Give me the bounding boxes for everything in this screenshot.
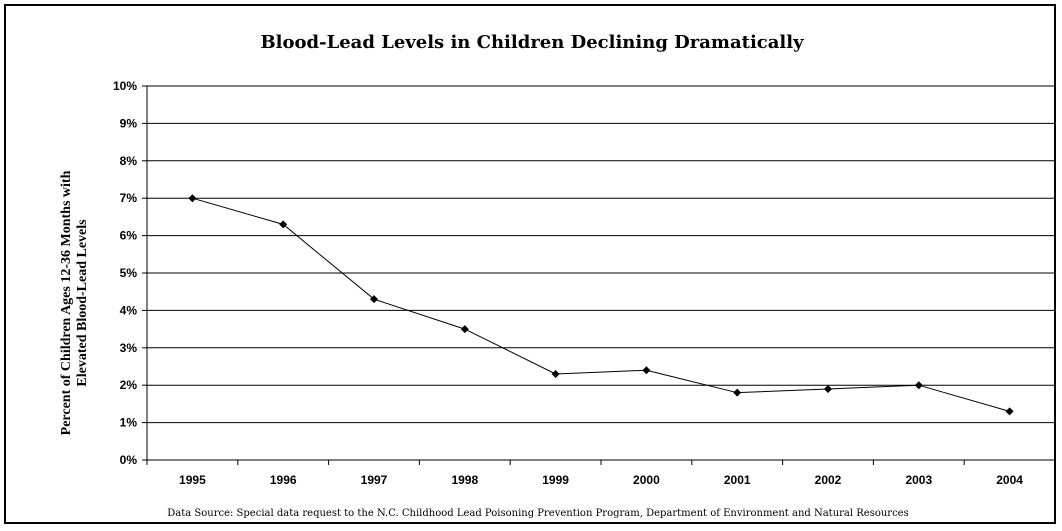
y-tick-labels: 0% 1% 2% 3% 4% 5% 6% 7% 8% 9% 10% <box>113 79 137 467</box>
data-point-2003 <box>914 381 923 390</box>
y-tick-label: 9% <box>120 116 138 130</box>
x-tick-label-2003: 2003 <box>905 473 932 487</box>
y-tick-label: 2% <box>120 378 138 392</box>
x-tick-label-2001: 2001 <box>724 473 751 487</box>
y-axis-label-line-1: Percent of Children Ages 12-36 Months wi… <box>59 170 74 435</box>
y-tick-label: 4% <box>120 303 138 317</box>
x-tick-labels: 1995 1996 1997 1998 1999 2000 2001 2002 2003 2004 <box>179 473 1023 487</box>
y-tick-label: 1% <box>120 416 138 430</box>
data-point-1998 <box>460 325 469 334</box>
chart-title: Blood-Lead Levels in Children Declining … <box>260 32 804 53</box>
y-axis-label: Percent of Children Ages 12-36 Months wi… <box>59 170 90 435</box>
x-tick-label-1997: 1997 <box>361 473 388 487</box>
gridlines <box>147 85 1055 461</box>
y-tick-label: 6% <box>120 229 138 243</box>
data-point-2004 <box>1005 407 1014 416</box>
data-point-2002 <box>824 384 832 393</box>
data-source-note: Data Source: Special data request to the… <box>167 508 908 519</box>
x-tick-label-2004: 2004 <box>996 473 1023 487</box>
y-tick-label: 10% <box>113 79 137 93</box>
data-point-1996 <box>279 220 288 229</box>
x-tick-label-2000: 2000 <box>633 473 660 487</box>
y-tick-label: 3% <box>120 341 138 355</box>
y-axis-label-line-2: Elevated Blood-Lead Levels <box>75 219 90 387</box>
y-tick-label: 5% <box>120 266 138 280</box>
x-tick-label-2002: 2002 <box>815 473 842 487</box>
data-point-2000 <box>642 366 651 375</box>
x-tick-label-1995: 1995 <box>179 473 206 487</box>
series-line <box>192 197 1010 412</box>
data-point-1999 <box>551 369 560 378</box>
y-tick-label: 8% <box>120 154 138 168</box>
x-tick-label-1996: 1996 <box>270 473 297 487</box>
y-tick-label: 7% <box>120 191 138 205</box>
data-point-2001 <box>733 388 742 397</box>
series-lead-levels <box>188 194 1014 416</box>
x-tick-label-1999: 1999 <box>542 473 569 487</box>
y-tick-label: 0% <box>120 453 138 467</box>
axes <box>142 85 1056 465</box>
data-point-1997 <box>370 295 378 304</box>
data-point-1995 <box>188 194 197 203</box>
x-tick-label-1998: 1998 <box>451 473 478 487</box>
chart-frame <box>4 4 1056 524</box>
